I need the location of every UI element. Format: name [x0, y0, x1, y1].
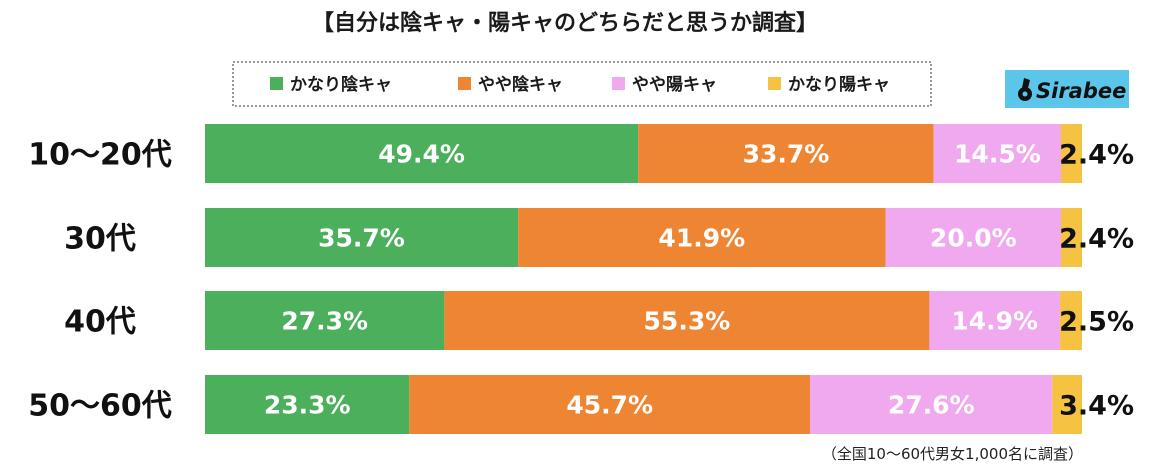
- legend-swatch: [612, 77, 625, 90]
- bar-segment: [518, 208, 886, 267]
- data-label: 14.9%: [951, 307, 1038, 336]
- legend: かなり陰キャ やや陰キャ やや陽キャ かなり陽キャ: [270, 74, 890, 95]
- data-label: 14.5%: [954, 140, 1041, 169]
- data-label: 27.6%: [888, 391, 975, 420]
- data-label: 2.4%: [1059, 224, 1134, 255]
- data-label: 45.7%: [566, 391, 653, 420]
- data-label: 3.4%: [1059, 391, 1134, 422]
- data-label: 55.3%: [644, 307, 731, 336]
- category-labels: 10〜20代 30代 40代 50〜60代: [28, 138, 172, 424]
- legend-label: やや陽キャ: [632, 75, 717, 95]
- legend-label: かなり陽キャ: [788, 75, 890, 95]
- data-label: 2.5%: [1059, 307, 1134, 338]
- legend-swatch: [458, 77, 471, 90]
- legend-box: [232, 61, 932, 107]
- bar-segment: [205, 375, 410, 434]
- bar-segment: [885, 208, 1061, 267]
- bar-segment: [1060, 291, 1082, 350]
- bar-segment: [933, 124, 1061, 183]
- legend-swatch: [270, 77, 283, 90]
- category-label: 10〜20代: [28, 138, 172, 173]
- category-label: 50〜60代: [28, 389, 172, 424]
- chart-title: 【自分は陰キャ・陽キャのどちらだと思うか調査】: [312, 10, 818, 36]
- bar-segment: [205, 208, 519, 267]
- bar-segment: [810, 375, 1053, 434]
- category-label: 30代: [64, 222, 136, 257]
- bar-segment: [205, 124, 639, 183]
- logo-text: Sirabee: [1036, 79, 1126, 103]
- bar-segment: [1052, 375, 1082, 434]
- data-label: 20.0%: [930, 224, 1017, 253]
- data-label: 33.7%: [743, 140, 830, 169]
- bar-segment: [205, 291, 445, 350]
- bar-segment: [444, 291, 930, 350]
- logo-mark-icon: [1018, 78, 1032, 101]
- legend-label: かなり陰キャ: [290, 74, 392, 95]
- data-label: 23.3%: [264, 391, 351, 420]
- category-label: 40代: [64, 305, 136, 340]
- bar-segment: [409, 375, 811, 434]
- bar-segment: [1061, 124, 1082, 183]
- legend-swatch: [768, 77, 781, 90]
- bar-segment: [638, 124, 934, 183]
- data-label: 35.7%: [318, 224, 405, 253]
- bars-area: 49.4% 33.7% 14.5% 2.4% 35.7% 41.9% 20.0% 2.4% 27…: [205, 124, 1134, 434]
- footnote: （全国10〜60代男女1,000名に調査）: [822, 445, 1083, 463]
- data-label: 41.9%: [658, 224, 745, 253]
- data-label: 27.3%: [281, 307, 368, 336]
- legend-label: やや陰キャ: [478, 74, 563, 95]
- sirabee-logo: Sirabee: [1005, 70, 1129, 108]
- data-label: 49.4%: [378, 140, 465, 169]
- bar-segment: [929, 291, 1061, 350]
- data-label: 2.4%: [1059, 140, 1134, 171]
- bar-segment: [1061, 208, 1082, 267]
